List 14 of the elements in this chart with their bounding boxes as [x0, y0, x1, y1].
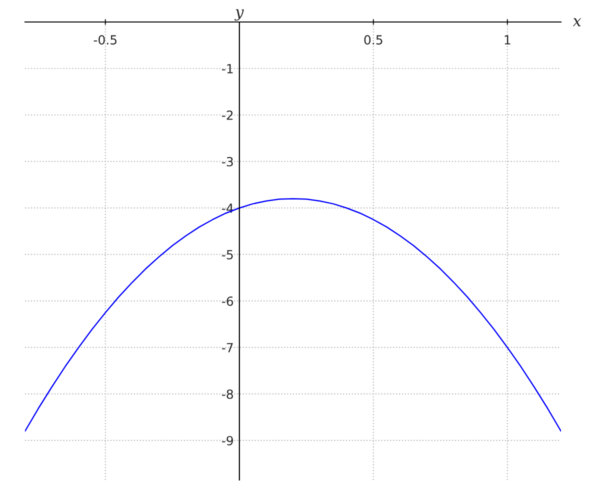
y-tick-label: -1	[222, 64, 233, 74]
y-tick-label: -8	[222, 389, 233, 399]
y-tick-label: -7	[222, 343, 233, 352]
y-tick-label: -2	[222, 110, 233, 120]
x-tick-label: 0.5	[364, 35, 382, 45]
y-axis-title: y	[234, 9, 244, 21]
line-series	[25, 198, 561, 432]
x-tick-label: 1	[504, 35, 510, 44]
y-tick-label: -3	[222, 156, 233, 166]
x-tick-label: -0.5	[94, 35, 117, 45]
x-axis-title: x	[572, 18, 582, 26]
y-tick-label: -6	[222, 296, 234, 306]
y-tick-label: -9	[222, 436, 233, 446]
y-tick-label: -5	[222, 250, 233, 260]
